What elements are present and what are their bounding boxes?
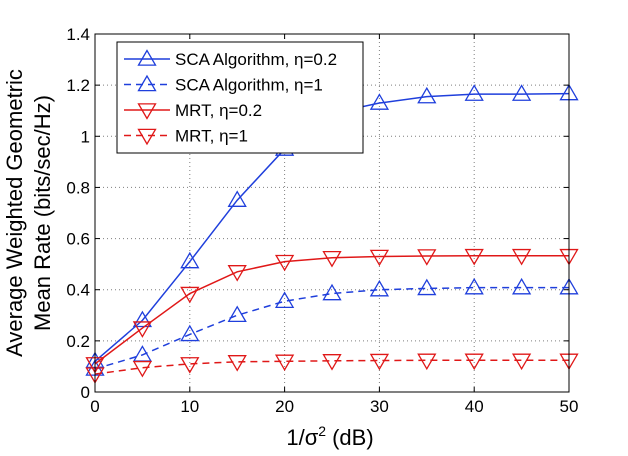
legend-entry: MRT, η=0.2 [124,101,262,120]
x-tick-label: 0 [90,397,99,416]
data-point-marker [132,321,153,338]
y-tick-label: 1 [81,127,90,146]
legend-marker [137,128,157,146]
data-point-marker [322,354,342,371]
y-tick-label: 1.4 [66,25,90,44]
legend: SCA Algorithm, η=0.2 SCA Algorithm, η=1 MR… [116,41,364,154]
y-axis-label-line2: Mean Rate (bits/sec/Hz) [30,95,55,331]
plot-frame [94,33,570,393]
x-tick-label: 20 [275,397,294,416]
x-tick-label: 30 [370,397,389,416]
data-point-marker [132,310,153,328]
data-point-marker [274,254,295,272]
y-tick-label: 0.2 [66,332,90,351]
data-point-marker [464,277,484,295]
series-3 [85,248,579,374]
x-axis-superscript: 2 [318,423,326,439]
data-point-marker [180,286,200,304]
x-tick-label: 50 [560,397,579,416]
data-point-marker [227,355,247,372]
data-point-marker [322,250,342,268]
legend-box [116,41,364,154]
data-point-marker [274,354,295,372]
legend-entries: SCA Algorithm, η=0.2 SCA Algorithm, η=1 MR… [124,49,337,146]
data-point-marker [369,93,390,110]
data-point-marker [180,251,200,269]
data-point-marker [227,190,247,207]
data-point-marker [511,353,532,371]
y-tick-label: 0.8 [66,178,90,197]
x-axis-label: 1/σ [286,425,318,450]
data-point-marker [322,283,342,301]
data-point-marker [227,265,247,282]
data-point-marker [511,277,532,295]
data-point-marker [417,249,437,266]
y-tick-label: 0 [81,383,90,402]
data-point-marker [180,357,200,374]
data-point-marker [369,353,390,371]
data-point-marker [180,324,200,342]
data-point-marker [511,248,532,266]
data-point-marker [417,278,437,296]
series-line [94,254,569,365]
legend-label: SCA Algorithm, η=1 [175,76,323,95]
y-tick-label: 1.2 [66,76,90,95]
y-tick-label: 0.6 [66,230,90,249]
data-point-marker [227,305,247,323]
data-point-marker [464,353,484,371]
data-point-marker [417,86,437,104]
legend-label: SCA Algorithm, η=0.2 [175,50,337,69]
legend-label: MRT, η=1 [175,127,248,146]
legend-marker [137,49,157,66]
legend-entry: MRT, η=1 [124,127,248,146]
data-point-marker [274,291,295,308]
data-point-marker [369,249,390,267]
data-point-marker [369,279,390,297]
legend-marker [137,74,157,92]
data-point-marker [464,248,484,266]
series-line [94,359,569,375]
data-point-marker [511,84,532,101]
x-tick-label: 10 [180,397,199,416]
legend-entry: SCA Algorithm, η=0.2 [124,49,337,69]
data-point-marker [132,360,153,378]
x-tick-label: 40 [465,397,484,416]
data-point-marker [132,345,153,362]
legend-marker [137,103,157,120]
y-tick-label: 0.4 [66,281,90,300]
y-axis-label-line1: Average Weighted Geometric [2,69,27,357]
x-axis-title: 1/σ2 (dB) [286,423,373,450]
legend-entry: SCA Algorithm, η=1 [124,74,323,95]
x-axis-unit: (dB) [332,425,374,450]
data-point-marker [464,84,484,101]
series-4 [85,353,579,384]
data-point-marker [417,353,437,371]
legend-label: MRT, η=0.2 [175,101,262,120]
axis-ticks: 0 10 20 30 40 50 0 0.2 0.4 0.6 0.8 1 1.2 1.4 [66,25,578,416]
